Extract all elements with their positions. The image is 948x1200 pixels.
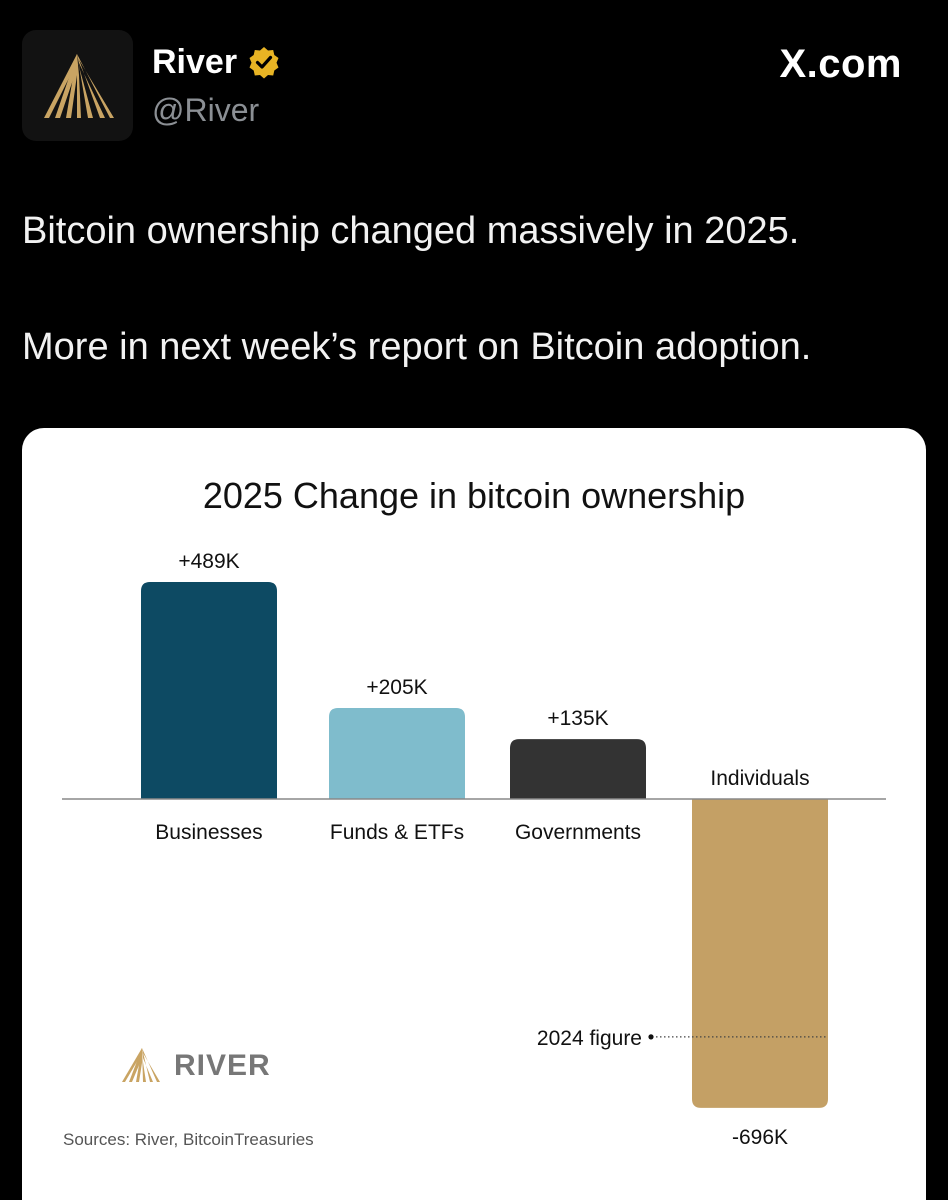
chart-title: 2025 Change in bitcoin ownership: [203, 475, 745, 516]
bar-funds-etfs: [329, 708, 465, 799]
chart: 2025 Change in bitcoin ownership +489K Bus…: [62, 475, 886, 1149]
category-label: Governments: [515, 821, 641, 844]
bar-value-label: +205K: [366, 676, 427, 699]
source-note: Sources: River, BitcoinTreasuries: [63, 1130, 314, 1149]
reference-line-label: 2024 figure: [537, 1027, 642, 1050]
tweet-text-line: Bitcoin ownership changed massively in 2…: [22, 210, 800, 252]
river-brand-logo-icon: [122, 1048, 160, 1082]
bar-governments: [510, 739, 646, 799]
author-handle[interactable]: @River: [152, 92, 260, 128]
river-logo-icon: [44, 54, 114, 118]
author-name[interactable]: River: [152, 43, 238, 81]
category-label: Individuals: [710, 767, 809, 790]
reference-line-marker: [648, 1034, 654, 1040]
author-name-row[interactable]: River: [152, 40, 281, 84]
category-label: Businesses: [155, 821, 262, 844]
chart-card[interactable]: 2025 Change in bitcoin ownership +489K Bus…: [22, 428, 926, 1200]
bar-value-label: -696K: [732, 1126, 788, 1149]
bar-individuals: [692, 799, 828, 1108]
verified-badge-icon: [247, 45, 281, 79]
category-label: Funds & ETFs: [330, 821, 464, 844]
brand-name: RIVER: [174, 1049, 271, 1082]
bar-businesses: [141, 582, 277, 799]
tweet-text-line: More in next week’s report on Bitcoin ad…: [22, 326, 812, 368]
bar-value-label: +135K: [547, 707, 608, 730]
avatar[interactable]: [22, 30, 133, 141]
site-label: X.com: [779, 42, 902, 86]
bar-value-label: +489K: [178, 550, 239, 573]
